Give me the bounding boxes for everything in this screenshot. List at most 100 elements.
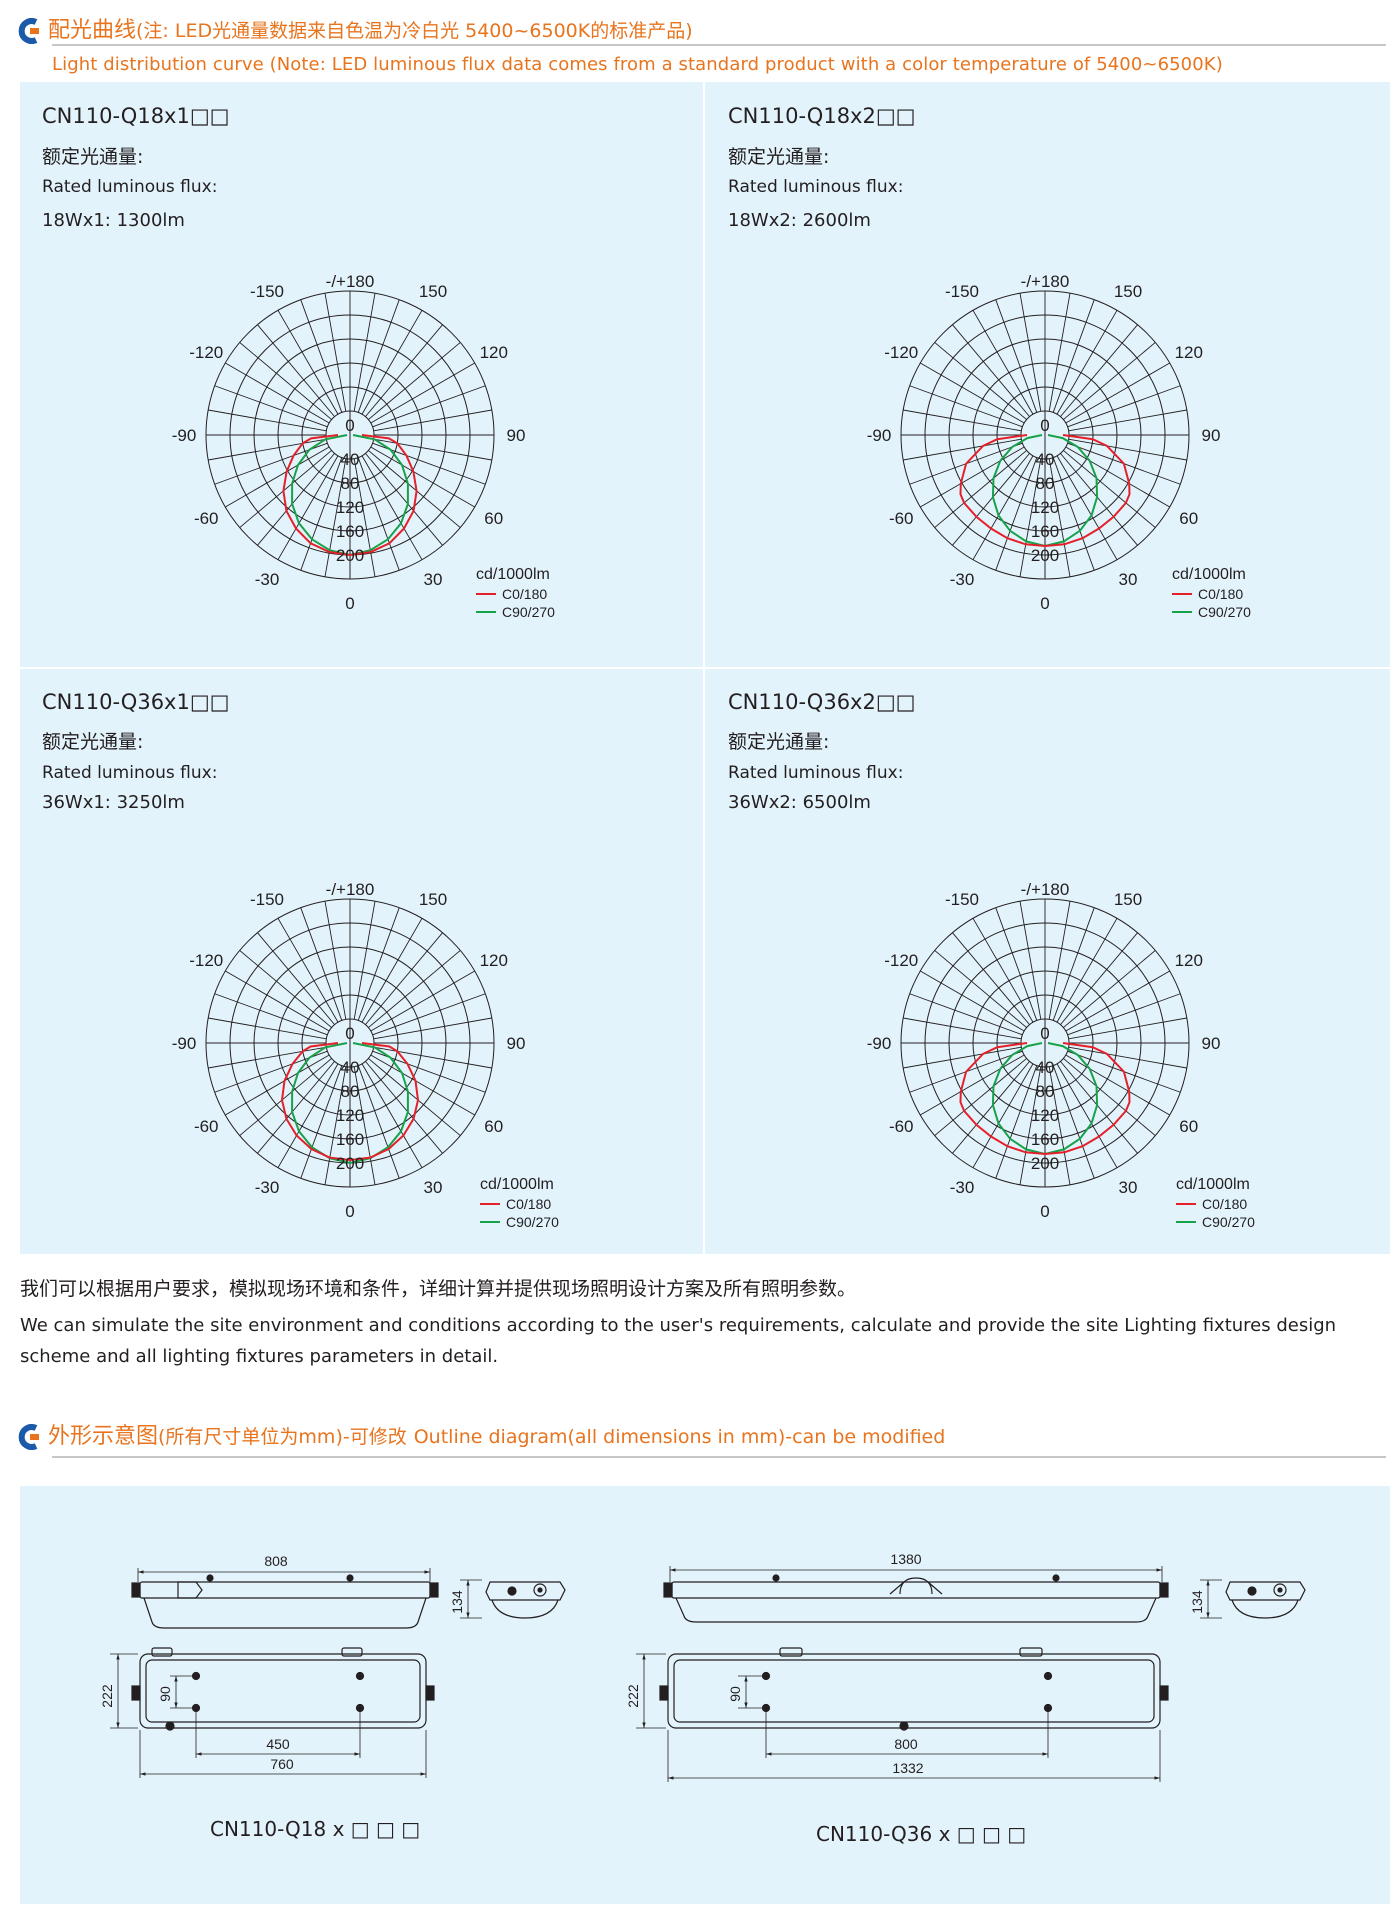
angle-label: -150 <box>945 282 979 301</box>
angle-label: -/+180 <box>326 272 375 291</box>
legend-item: C0/180 <box>1172 586 1251 602</box>
section-rule <box>52 44 1386 46</box>
legend-item: C0/180 <box>476 586 555 602</box>
angle-label: -120 <box>189 951 223 970</box>
angle-label: -30 <box>950 570 975 589</box>
panel-3-rated-en: Rated luminous flux: <box>42 763 218 783</box>
angle-label: 150 <box>1114 282 1142 301</box>
legend-swatch <box>480 1203 500 1205</box>
legend-item: C0/180 <box>480 1196 559 1212</box>
radial-label: 40 <box>341 450 360 469</box>
brand-c-icon <box>18 1424 39 1450</box>
radial-label: 0 <box>345 416 354 435</box>
curve-c0-180 <box>959 434 1131 548</box>
panel-1-rated-cn: 额定光通量: <box>42 146 144 168</box>
angle-label: -90 <box>172 1034 197 1053</box>
q18-hole-w-dim: 450 <box>266 1736 290 1752</box>
angle-label: 0 <box>345 594 354 613</box>
panel-3-rated-cn: 额定光通量: <box>42 731 144 753</box>
radial-label: 0 <box>345 1024 354 1043</box>
curve-c0-180 <box>280 1042 420 1162</box>
angle-label: 90 <box>1202 1034 1221 1053</box>
section-rule-2 <box>52 1456 1386 1458</box>
angle-label: 90 <box>507 426 526 445</box>
angle-label: -/+180 <box>1021 272 1070 291</box>
angle-label: -30 <box>950 1178 975 1197</box>
legend-label: C0/180 <box>502 586 548 602</box>
legend-swatch <box>476 593 496 595</box>
radial-label: 0 <box>1040 416 1049 435</box>
legend-label: C90/270 <box>1202 1214 1255 1230</box>
angle-label: 150 <box>419 282 447 301</box>
panel-divider-horizontal <box>20 667 1390 669</box>
q18-height-dim: 134 <box>449 1590 465 1614</box>
legend-label: C0/180 <box>1198 586 1244 602</box>
section-title-cn: 配光曲线 <box>48 18 137 43</box>
legend-label: C90/270 <box>502 604 555 620</box>
radial-label: 120 <box>1031 498 1059 517</box>
angle-label: 150 <box>419 890 447 909</box>
legend-item: C0/180 <box>1176 1196 1255 1212</box>
radial-label: 160 <box>336 522 364 541</box>
angle-label: -150 <box>945 890 979 909</box>
angle-label: 30 <box>424 570 443 589</box>
legend-unit: cd/1000lm <box>1176 1176 1250 1193</box>
q18-width-dim: 222 <box>99 1684 115 1708</box>
angle-label: -30 <box>255 570 280 589</box>
panel-1-rated-en: Rated luminous flux: <box>42 177 218 197</box>
angle-label: 60 <box>484 1117 503 1136</box>
angle-label: -150 <box>250 282 284 301</box>
q18-hole-h-dim: 90 <box>157 1686 173 1702</box>
angle-label: -60 <box>194 509 219 528</box>
angle-label: 60 <box>1179 509 1198 528</box>
angle-label: 30 <box>1119 570 1138 589</box>
polar-legend: cd/1000lm C0/180 C90/270 <box>1172 566 1251 620</box>
legend-item: C90/270 <box>1172 604 1251 620</box>
angle-label: -60 <box>194 1117 219 1136</box>
radial-label: 40 <box>341 1058 360 1077</box>
q36-base-dim: 1332 <box>892 1760 923 1776</box>
legend-swatch <box>1176 1221 1196 1223</box>
legend-swatch <box>1172 593 1192 595</box>
info-text-en: We can simulate the site environment and… <box>20 1315 1337 1367</box>
angle-label: 90 <box>507 1034 526 1053</box>
angle-label: 120 <box>480 951 508 970</box>
outline-title-en: Outline diagram(all dimensions in mm)-ca… <box>413 1426 946 1448</box>
radial-label: 80 <box>341 1082 360 1101</box>
section-subtitle-en: Light distribution curve (Note: LED lumi… <box>52 54 1223 75</box>
polar-chart-2: 0 40 80 120 160 200 -/+180 150 120 90 60 30 0 -30 -60 -… <box>867 272 1221 613</box>
angle-label: 30 <box>424 1178 443 1197</box>
brand-c-icon <box>18 18 39 44</box>
legend-swatch <box>476 611 496 613</box>
q36-top-view <box>636 1647 1169 1782</box>
legend-unit: cd/1000lm <box>1172 566 1246 583</box>
section-title-light-distribution: 配光曲线(注: LED光通量数据来自色温为冷白光 5400~6500K的标准产品… <box>18 12 693 44</box>
angle-label: 0 <box>1040 594 1049 613</box>
q18-front-view <box>131 1568 439 1629</box>
angle-label: -/+180 <box>1021 880 1070 899</box>
panel-1-flux: 18Wx1: 1300lm <box>42 210 185 231</box>
section-title-note: (注: LED光通量数据来自色温为冷白光 5400~6500K的标准产品) <box>136 20 693 42</box>
radial-label: 0 <box>1040 1024 1049 1043</box>
radial-label: 120 <box>336 498 364 517</box>
panel-4-flux: 36Wx2: 6500lm <box>728 792 871 813</box>
polar-grid <box>205 290 495 580</box>
legend-label: C90/270 <box>506 1214 559 1230</box>
q36-caption: CN110-Q36 x □ □ □ <box>816 1822 1027 1846</box>
legend-item: C90/270 <box>480 1214 559 1230</box>
q36-height-dim: 134 <box>1189 1590 1205 1614</box>
legend-swatch <box>480 1221 500 1223</box>
angle-label: -60 <box>889 1117 914 1136</box>
angle-label: -30 <box>255 1178 280 1197</box>
panel-3-model: CN110-Q36x1□□ <box>42 690 230 714</box>
angle-label: -90 <box>867 1034 892 1053</box>
polar-legend: cd/1000lm C0/180 C90/270 <box>476 566 555 620</box>
polar-legend: cd/1000lm C0/180 C90/270 <box>480 1176 559 1230</box>
panel-4-rated-cn: 额定光通量: <box>728 731 830 753</box>
legend-unit: cd/1000lm <box>476 566 550 583</box>
angle-label: 30 <box>1119 1178 1138 1197</box>
radial-label: 160 <box>1031 522 1059 541</box>
angle-label: 60 <box>484 509 503 528</box>
angle-label: 0 <box>1040 1202 1049 1221</box>
radial-label: 40 <box>1036 450 1055 469</box>
